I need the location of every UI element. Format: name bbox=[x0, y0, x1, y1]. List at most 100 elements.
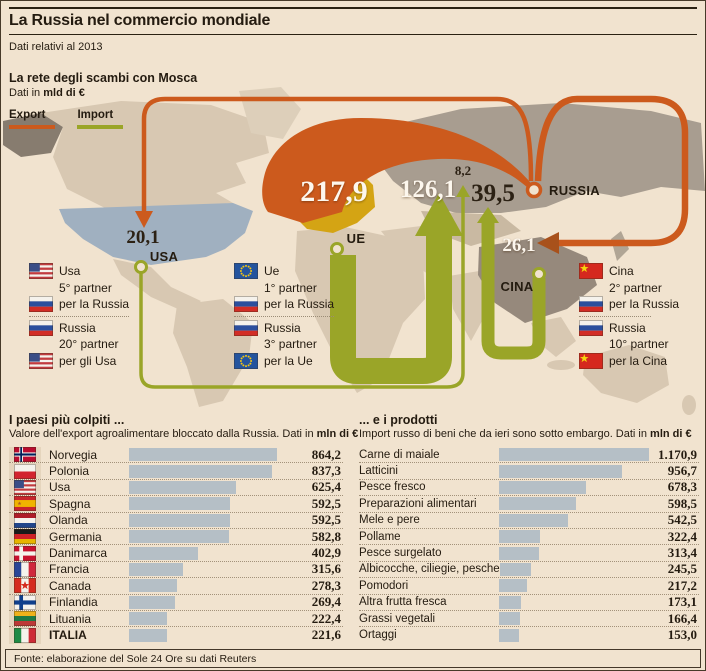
row-label: Polonia bbox=[49, 464, 90, 479]
value-bar bbox=[499, 530, 540, 544]
value-bar bbox=[129, 612, 167, 626]
table-row: ITALIA 221,6 bbox=[9, 627, 343, 644]
flow-export-russia-ue bbox=[262, 118, 534, 223]
arrowhead-cina-export bbox=[537, 232, 559, 254]
row-label: Lituania bbox=[49, 611, 92, 626]
partner-line: Russia bbox=[29, 319, 179, 337]
land-alaska bbox=[3, 113, 63, 157]
partner-text: Russia bbox=[609, 320, 646, 335]
row-label: Pomodori bbox=[359, 579, 409, 592]
page-subtitle: Dati relativi al 2013 bbox=[9, 41, 103, 53]
value-bar bbox=[499, 579, 527, 593]
row-label: Carne di maiale bbox=[359, 448, 440, 461]
row-value: 1.170,9 bbox=[658, 446, 697, 462]
partner-line: 2° partner bbox=[579, 280, 705, 297]
bar-track bbox=[499, 448, 651, 462]
label-russia: RUSSIA bbox=[549, 183, 600, 198]
bar-track bbox=[129, 530, 279, 544]
value-bar bbox=[129, 546, 198, 560]
row-value: 245,5 bbox=[667, 561, 697, 577]
value-bar bbox=[499, 513, 568, 527]
bar-track bbox=[499, 497, 651, 511]
row-value: 222,4 bbox=[311, 610, 341, 626]
bar-track bbox=[499, 562, 652, 576]
row-label: Finlandia bbox=[49, 595, 98, 610]
partner-text: per la Russia bbox=[609, 297, 680, 312]
value-bar bbox=[129, 562, 183, 576]
arrowhead-usa-import bbox=[456, 185, 470, 197]
page-title: La Russia nel commercio mondiale bbox=[9, 12, 271, 29]
flag-usa-icon bbox=[9, 479, 41, 496]
row-value: 864,2 bbox=[311, 446, 341, 462]
title-rule bbox=[9, 34, 697, 35]
row-value: 173,1 bbox=[667, 594, 697, 610]
value-bar bbox=[499, 612, 520, 626]
land-indonesia bbox=[547, 360, 575, 370]
row-value: 402,9 bbox=[311, 545, 341, 561]
partner-text: per la Cina bbox=[609, 353, 668, 368]
row-value: 592,5 bbox=[311, 495, 341, 511]
bar-track bbox=[129, 579, 279, 593]
flag-spain-icon bbox=[9, 496, 41, 512]
arrowhead-cina-import bbox=[477, 207, 499, 223]
row-value: 625,4 bbox=[311, 479, 341, 495]
arrowhead-ue-import bbox=[415, 193, 463, 236]
flow-import-ue-russia bbox=[330, 233, 452, 384]
partner-line: 10° partner bbox=[579, 336, 705, 353]
import-flows bbox=[139, 195, 546, 389]
flow-value-cina-russia: 39,5 bbox=[471, 180, 515, 207]
flag-russia-icon bbox=[29, 319, 59, 336]
table-row: Carne di maiale 1.170,9 bbox=[359, 446, 699, 464]
table-row: Mele e pere 542,5 bbox=[359, 512, 699, 529]
bar-track bbox=[499, 546, 651, 560]
bar-track bbox=[129, 480, 279, 494]
divider bbox=[29, 315, 129, 317]
legend-export-label: Export bbox=[9, 109, 46, 121]
map-note-unit: mld di € bbox=[43, 87, 85, 99]
value-bar bbox=[129, 497, 230, 511]
row-value: 315,6 bbox=[311, 561, 341, 577]
row-value: 217,2 bbox=[667, 577, 697, 593]
countries-list: Norvegia 864,2 Polonia 837,3 Usa 625,4 Spagna 5… bbox=[9, 447, 343, 644]
flag-germany-icon bbox=[9, 528, 41, 545]
marker-ue bbox=[330, 242, 344, 256]
countries-chart-subtitle: Valore dell'export agroalimentare blocca… bbox=[9, 428, 358, 440]
partner-line: Russia bbox=[234, 319, 384, 337]
flag-russia-icon bbox=[579, 296, 609, 313]
partner-text: Ue bbox=[264, 264, 280, 279]
flow-export-russia-usa bbox=[141, 96, 534, 213]
export-flows bbox=[135, 95, 689, 254]
partner-text: 20° partner bbox=[59, 337, 119, 352]
partner-line: Usa bbox=[29, 263, 179, 280]
land-africa bbox=[295, 227, 425, 393]
legend-import-label: Import bbox=[77, 109, 114, 121]
table-row: Pomodori 217,2 bbox=[359, 577, 699, 595]
table-row: Germania 582,8 bbox=[9, 528, 343, 546]
partner-line: Cina bbox=[579, 263, 705, 280]
partner-line: 3° partner bbox=[234, 336, 384, 353]
map-title: La rete degli scambi con Mosca bbox=[9, 71, 198, 85]
legend-import: Import bbox=[77, 105, 124, 129]
partner-text: 5° partner bbox=[59, 280, 112, 295]
land-south-america bbox=[173, 299, 253, 407]
partner-text: Cina bbox=[609, 264, 634, 279]
countries-subtitle-unit: mln di € bbox=[316, 428, 359, 440]
partner-line: per la Russia bbox=[579, 296, 705, 313]
table-row: Ortaggi 153,0 bbox=[359, 627, 699, 643]
table-row: Preparazioni alimentari 598,5 bbox=[359, 496, 699, 513]
flag-eu-icon bbox=[234, 352, 264, 369]
land-new-zealand bbox=[682, 395, 696, 415]
partner-text: Russia bbox=[59, 320, 96, 335]
row-label: Latticini bbox=[359, 465, 398, 478]
row-label: Danimarca bbox=[49, 546, 108, 561]
value-bar bbox=[499, 546, 539, 560]
partner-text: 2° partner bbox=[609, 280, 662, 295]
flag-netherlands-icon bbox=[9, 512, 41, 528]
row-value: 956,7 bbox=[667, 463, 697, 479]
partner-box: Usa 5° partner per la Russia Russia 20° part… bbox=[29, 263, 179, 369]
partner-text: Russia bbox=[264, 320, 301, 335]
bar-track bbox=[129, 497, 279, 511]
value-bar bbox=[129, 513, 230, 527]
partner-box: Ue 1° partner per la Russia Russia 3° partne… bbox=[234, 263, 384, 369]
flag-lithuania-icon bbox=[9, 610, 41, 627]
